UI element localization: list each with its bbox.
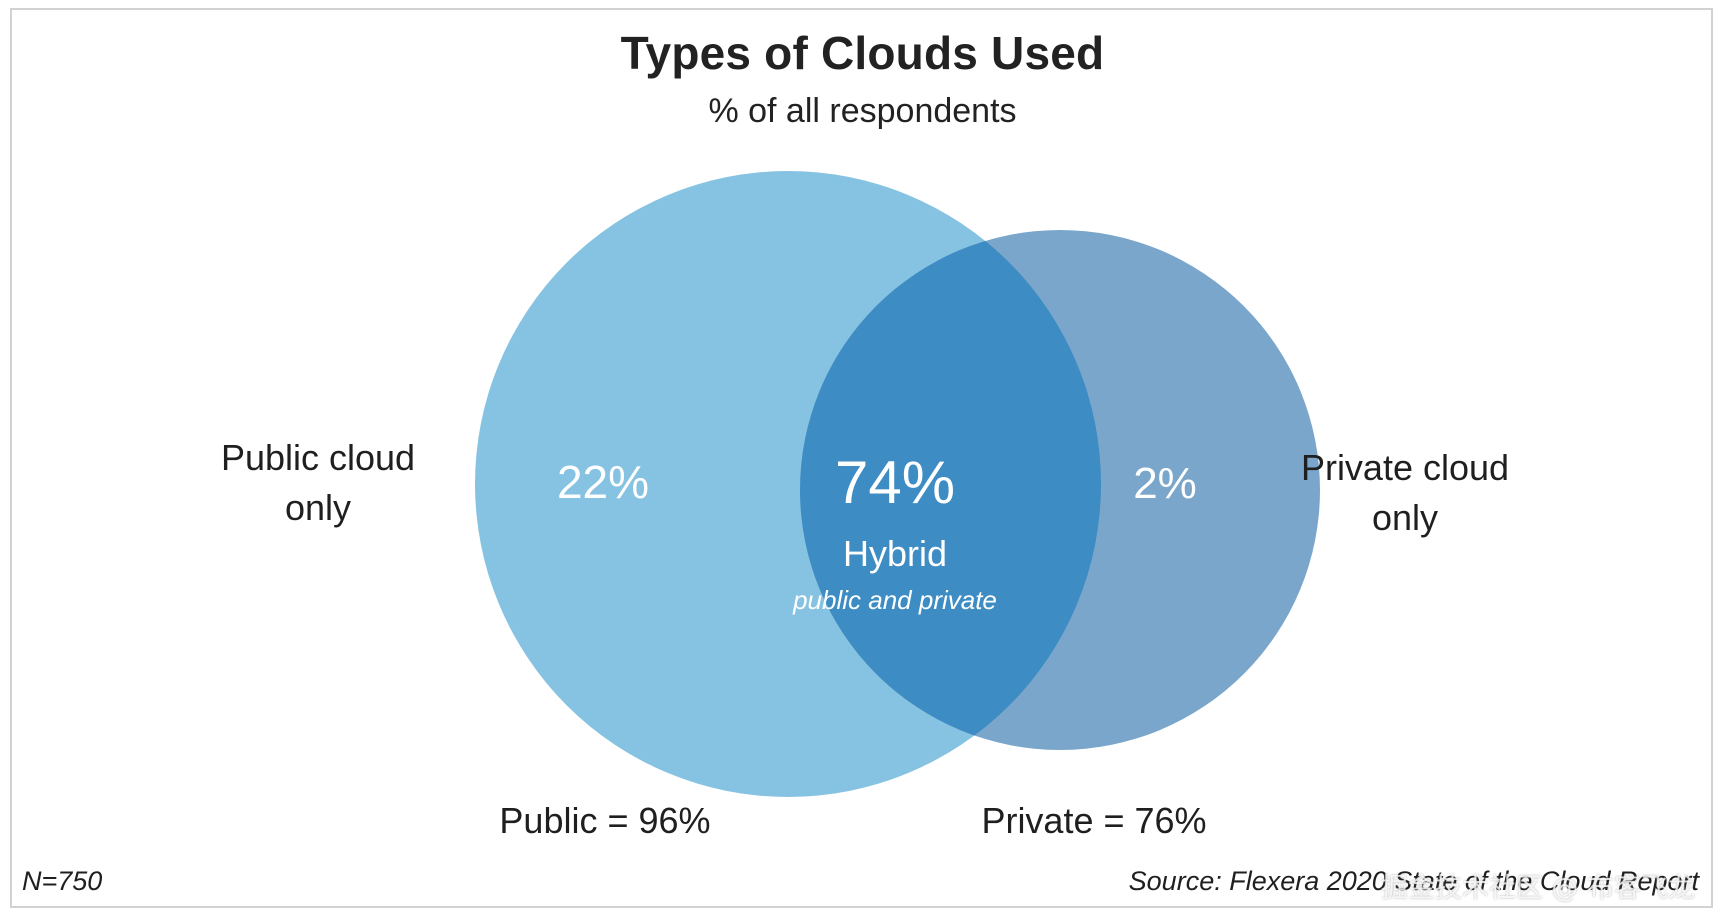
sample-size-note: N=750 [22, 866, 103, 896]
hybrid-region [800, 230, 1101, 750]
public-only-label: Public cloud only [168, 433, 468, 533]
public-total-label: Public = 96% [499, 800, 711, 841]
public-only-label-line1: Public cloud [220, 437, 416, 478]
source-note: Source: Flexera 2020 State of the Cloud … [1128, 866, 1699, 896]
private-only-label-line1: Private cloud [1300, 447, 1510, 488]
public-only-label-line2: only [284, 487, 352, 528]
private-only-label: Private cloud only [1255, 443, 1555, 543]
public-only-percent: 22% [557, 456, 649, 508]
hybrid-percent: 74% [835, 449, 955, 516]
private-total-label: Private = 76% [981, 800, 1207, 841]
watermark-text: 掘金技术社区 @ 布客飞龙 [1380, 873, 1695, 904]
private-only-percent: 2% [1133, 459, 1197, 508]
chart-title: Types of Clouds Used [620, 27, 1105, 79]
chart-subtitle: % of all respondents [708, 92, 1017, 130]
hybrid-sublabel: public and private [792, 585, 997, 615]
hybrid-label: Hybrid [843, 533, 947, 574]
private-only-label-line2: only [1371, 497, 1439, 538]
